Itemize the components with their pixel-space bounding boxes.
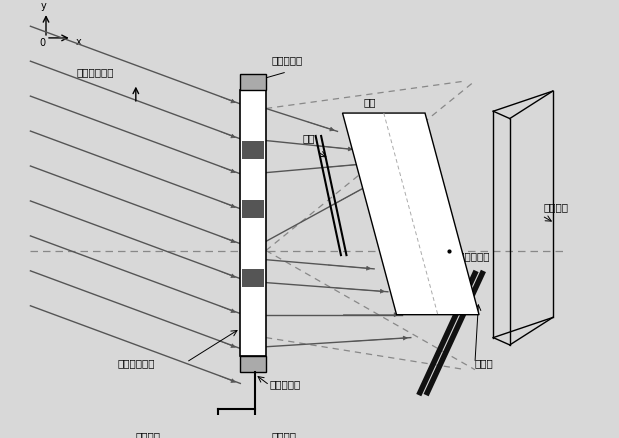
Text: 成像介质: 成像介质 — [543, 202, 569, 212]
Bar — [242, 201, 264, 219]
Bar — [240, 91, 266, 356]
Bar — [242, 141, 264, 159]
Text: 载波信号: 载波信号 — [136, 431, 161, 438]
Text: 快门: 快门 — [303, 133, 315, 143]
Text: 入射平行光束: 入射平行光束 — [76, 67, 114, 78]
Text: 超声换能器: 超声换能器 — [270, 378, 301, 389]
Text: 0: 0 — [40, 38, 46, 48]
Text: y: y — [40, 0, 46, 11]
Text: x: x — [76, 36, 81, 46]
Text: 调制信号: 调制信号 — [272, 431, 297, 438]
Polygon shape — [342, 114, 479, 315]
Bar — [242, 269, 264, 287]
Text: 快门开关信号: 快门开关信号 — [452, 250, 490, 260]
Text: 镜头: 镜头 — [363, 97, 376, 106]
Text: 声光调制晶体: 声光调制晶体 — [118, 357, 155, 367]
Bar — [240, 356, 266, 373]
Bar — [240, 74, 266, 91]
Text: 超声吸收端: 超声吸收端 — [272, 56, 303, 66]
Text: 挡光板: 挡光板 — [475, 357, 494, 367]
